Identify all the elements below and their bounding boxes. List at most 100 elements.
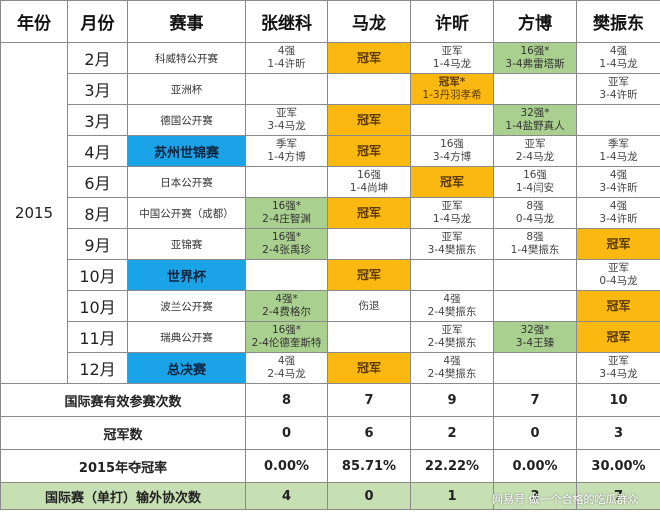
result-rank: 4强: [609, 169, 628, 181]
result-score: 2-4樊振东: [427, 337, 477, 349]
result-cell: [576, 104, 660, 136]
result-cell: 伤退: [327, 290, 411, 322]
result-cell: 4强 2-4马龙: [245, 352, 328, 384]
result-rank: 8强: [526, 200, 544, 212]
result-score: 3-4许昕: [599, 182, 638, 194]
result-rank: 冠军: [356, 205, 381, 220]
result-rank: 4强: [277, 355, 296, 367]
result-rank: 亚军: [441, 200, 463, 212]
result-rank: 16强: [440, 138, 464, 150]
summary-row: 国际赛（单打）输外协次数 4 0 1 3 7: [0, 482, 660, 510]
result-cell: 亚军 3-4马龙: [245, 104, 328, 136]
result-cell: 亚军 1-4马龙: [410, 42, 494, 74]
table-row: 8月 中国公开赛（成都） 16强* 2-4庄智渊 冠军 亚军 1-4马龙 8强 0-4马龙 4强 3…: [1, 197, 660, 229]
summary-value: 9: [410, 383, 494, 417]
result-cell: [327, 73, 411, 105]
result-rank: 16强*: [271, 324, 302, 336]
result-cell: [493, 73, 577, 105]
result-cell: 冠军: [327, 42, 411, 74]
header-row: 年份 月份 赛事 张继科 马龙 许昕 方博 樊振东: [0, 0, 660, 43]
event-cell: 中国公开赛（成都）: [127, 197, 246, 229]
result-score: 1-4闫安: [515, 182, 555, 194]
result-score: 1-4尚坤: [349, 182, 389, 194]
header-event: 赛事: [127, 0, 246, 43]
result-score: 1-4马龙: [432, 213, 472, 225]
result-cell: [327, 321, 411, 353]
result-rank: 4强*: [275, 293, 298, 305]
result-score: 3-4樊振东: [427, 244, 477, 256]
summary-value: 30.00%: [576, 449, 660, 483]
result-cell: 8强 1-4樊振东: [493, 228, 577, 260]
result-score: 2-4张禹珍: [262, 244, 311, 256]
event-cell: 德国公开赛: [127, 104, 246, 136]
month-cell: 12月: [67, 352, 128, 384]
table-row: 3月 德国公开赛 亚军 3-4马龙 冠军 32强* 1-4盐野真人: [1, 104, 660, 136]
header-player: 张继科: [245, 0, 328, 43]
result-cell: [410, 104, 494, 136]
summary-value: 7: [576, 482, 660, 510]
result-score: 2-4樊振东: [427, 306, 477, 318]
result-rank: 冠军: [356, 143, 381, 158]
result-cell: 4强 3-4许昕: [576, 166, 660, 198]
result-rank: 亚军: [608, 355, 629, 367]
result-rank: 冠军: [606, 298, 631, 313]
summary-value: 0.00%: [245, 449, 328, 483]
month-cell: 9月: [67, 228, 128, 260]
result-cell: 亚军 0-4马龙: [576, 259, 660, 291]
event-cell: 瑞典公开赛: [127, 321, 246, 353]
summary-value: 0: [245, 416, 328, 450]
result-cell: 16强* 3-4弗雷塔斯: [493, 42, 577, 74]
summary-value: 7: [493, 383, 577, 417]
summary-value: 4: [245, 482, 328, 510]
result-score: 3-4许昕: [599, 89, 638, 101]
result-cell: 16强 3-4方博: [410, 135, 494, 167]
month-cell: 3月: [67, 73, 128, 105]
result-cell: 冠军: [327, 104, 411, 136]
result-score: 1-4方博: [267, 151, 306, 163]
result-rank: 8强: [526, 231, 544, 243]
result-rank: 16强: [357, 169, 381, 181]
result-score: 3-4弗雷塔斯: [505, 58, 565, 70]
watermark: 网易号 做一个合格的吃瓜群众: [492, 493, 639, 506]
table-row: 3月 亚洲杯 冠军* 1-3丹羽孝希 亚军 3-4许昕: [1, 73, 660, 105]
result-score: 3-4王臻: [515, 337, 555, 349]
result-cell: 16强 1-4尚坤: [327, 166, 411, 198]
result-rank: 冠军: [356, 112, 381, 127]
table-row: 4月 苏州世锦赛 季军 1-4方博 冠军 16强 3-4方博 亚军 2-4马龙 季军 1-4马龙: [1, 135, 660, 167]
result-cell: 4强 3-4许昕: [576, 197, 660, 229]
result-rank: 冠军: [606, 329, 631, 344]
result-rank: 32强*: [520, 107, 550, 119]
table-row: 6月 日本公开赛 16强 1-4尚坤 冠军 16强 1-4闫安 4强 3-4许昕: [1, 166, 660, 198]
result-score: 3-4许昕: [599, 213, 638, 225]
summary-value: 3: [576, 416, 660, 450]
result-cell: 16强* 2-4庄智渊: [245, 197, 328, 229]
month-cell: 2月: [67, 42, 128, 74]
result-cell: 冠军: [410, 166, 494, 198]
result-score: 1-4马龙: [599, 58, 638, 70]
result-cell: 4强 2-4樊振东: [410, 290, 494, 322]
result-score: 0-4马龙: [515, 213, 555, 225]
result-cell: 冠军: [327, 197, 411, 229]
result-score: 1-3丹羽孝希: [422, 89, 482, 101]
summary-row: 国际赛有效参赛次数 8 7 9 7 10: [0, 383, 660, 417]
event-cell: 总决赛: [127, 352, 246, 384]
summary-value: 8: [245, 383, 328, 417]
result-rank: 伤退: [358, 299, 380, 312]
summary-label: 国际赛（单打）输外协次数: [0, 482, 246, 510]
result-cell: 冠军: [576, 290, 660, 322]
result-rank: 亚军: [441, 231, 463, 243]
result-rank: 季军: [276, 138, 297, 150]
result-rank: 冠军: [439, 174, 464, 189]
result-cell: [245, 259, 328, 291]
result-rank: 亚军: [608, 262, 629, 274]
result-cell: 亚军 3-4樊振东: [410, 228, 494, 260]
result-cell: 32强* 1-4盐野真人: [493, 104, 577, 136]
result-rank: 冠军*: [438, 76, 466, 88]
result-cell: 16强* 2-4张禹珍: [245, 228, 328, 260]
summary-value: 1: [410, 482, 494, 510]
result-cell: 冠军: [327, 259, 411, 291]
header-month: 月份: [67, 0, 128, 43]
table-row: 11月 瑞典公开赛 16强* 2-4伦德奎斯特 亚军 2-4樊振东 32强* 3-4王臻 冠军: [1, 321, 660, 353]
result-rank: 冠军: [356, 360, 381, 375]
